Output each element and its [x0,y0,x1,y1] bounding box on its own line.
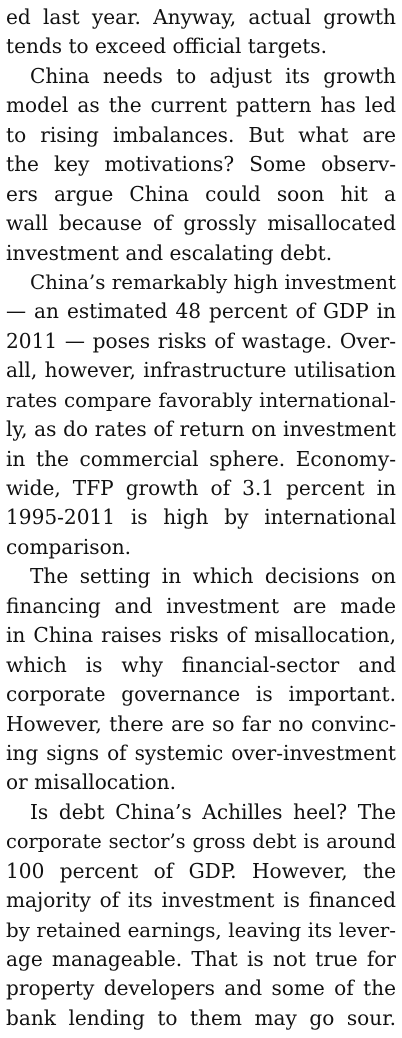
text-line: ly, as do rates of return on investment [6,417,396,442]
text-line: or misallocation. [6,770,176,795]
text-line: by retained earnings, leaving its lever- [6,918,396,942]
text-line: financing and investment are made [6,593,396,618]
text-line: — an estimated 48 percent of GDP in [6,299,396,324]
text-line: ers argue China could soon hit a [6,181,396,206]
paragraph-investment: China’s remarkably high investment — an … [6,268,396,562]
text-line: ed last year. Anyway, actual growth [6,5,396,29]
text-line: China needs to adjust its growth [30,63,396,88]
text-line: rates compare favorably international- [6,388,396,412]
text-line: the key motivations? Some observ- [6,152,396,177]
text-line: 1995-2011 is high by international [6,505,396,530]
text-line: age manageable. That is not true for [6,947,396,971]
paragraph-growth-model: China needs to adjust its growth model a… [6,62,396,268]
paragraph-misallocation: The setting in which decisions on financ… [6,562,396,798]
text-line: which is why financial-sector and [6,652,396,677]
text-line: However, there are so far no convinc- [6,711,396,736]
text-line: bank lending to them may go sour. [6,1005,396,1030]
text-line: wall because of grossly misallocated [6,211,396,236]
text-line: property developers and some of the [6,976,396,1001]
text-line: Is debt China’s Achilles heel? The [30,799,396,824]
text-line: corporate sector’s gross debt is around [6,830,396,854]
text-line: China’s remarkably high investment [30,270,396,294]
paragraph-growth-targets: ed last year. Anyway, actual growth tend… [6,3,396,62]
text-line: majority of its investment is financed [6,888,396,913]
text-line: in the commercial sphere. Economy- [6,446,396,471]
text-line: wide, TFP growth of 3.1 percent in [6,476,396,500]
text-line: 100 percent of GDP. However, the [6,858,396,883]
text-line: The setting in which decisions on [30,564,396,589]
text-line: tends to exceed official targets. [6,34,327,59]
text-line: comparison. [6,534,132,559]
text-line: model as the current pattern has led [6,93,396,118]
text-line: to rising imbalances. But what are [6,122,396,147]
text-line: ing signs of systemic over-investment [6,740,396,765]
text-line: corporate governance is important. [6,682,396,707]
text-line: all, however, infrastructure utilisation [6,358,396,383]
text-line: 2011 — poses risks of wastage. Over- [6,328,396,353]
text-line: in China raises risks of misallocation, [6,623,396,648]
paragraph-debt: Is debt China’s Achilles heel? The corpo… [6,798,396,1034]
text-line: investment and escalating debt. [6,240,333,265]
